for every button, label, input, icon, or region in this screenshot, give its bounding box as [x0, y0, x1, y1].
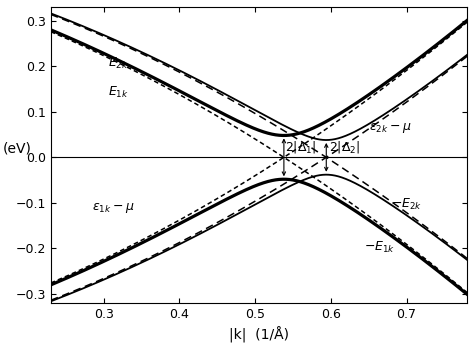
X-axis label: |k|  (1/Å): |k| (1/Å)	[229, 327, 289, 343]
Text: $-E_{2k}$: $-E_{2k}$	[392, 197, 423, 212]
Text: $\varepsilon_{1k} - \mu$: $\varepsilon_{1k} - \mu$	[92, 201, 135, 215]
Text: $E_{2k}$: $E_{2k}$	[108, 56, 128, 71]
Y-axis label: (eV): (eV)	[3, 141, 32, 155]
Text: $E_{1k}$: $E_{1k}$	[108, 85, 128, 100]
Text: $2|\Delta_2|$: $2|\Delta_2|$	[328, 139, 360, 155]
Text: $\varepsilon_{2k} - \mu$: $\varepsilon_{2k} - \mu$	[369, 121, 411, 135]
Text: $2|\Delta_1|$: $2|\Delta_1|$	[285, 139, 317, 155]
Text: $-E_{1k}$: $-E_{1k}$	[364, 240, 395, 255]
